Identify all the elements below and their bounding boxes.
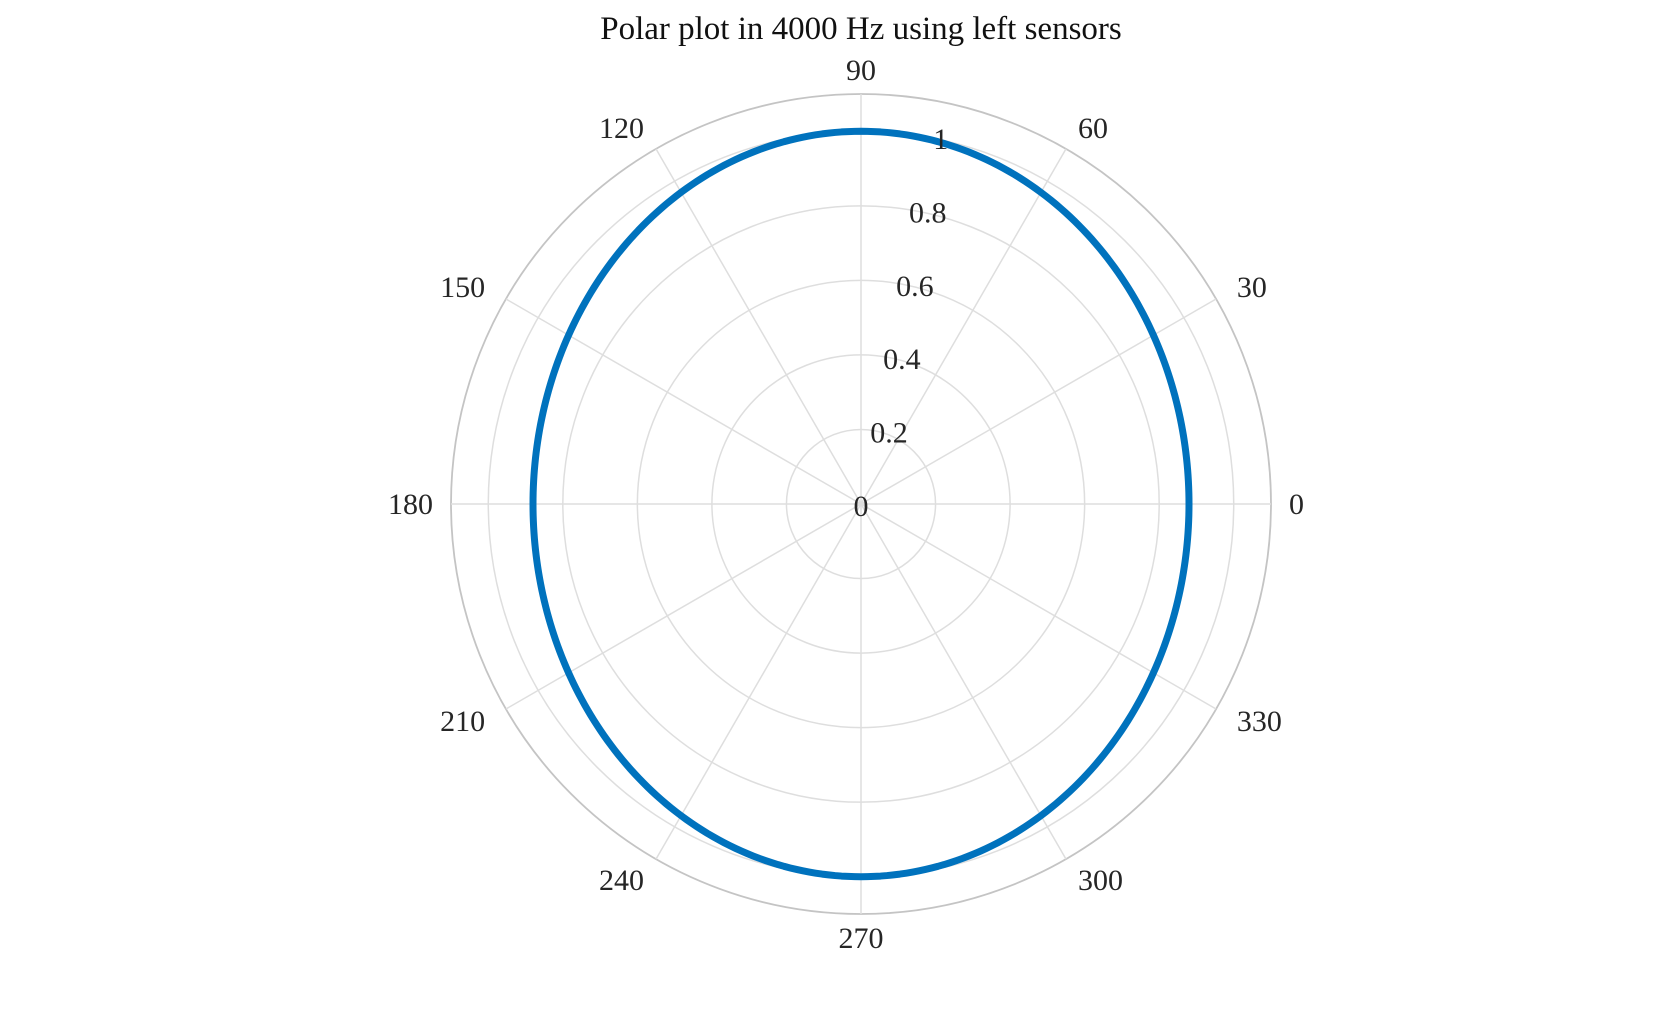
theta-tick-label: 0 (1289, 488, 1304, 521)
theta-tick-label: 60 (1078, 112, 1108, 145)
theta-grid-spoke (655, 503, 862, 860)
series-layer (529, 127, 1193, 881)
theta-grid-spoke (860, 298, 1217, 505)
theta-tick-label: 150 (440, 271, 485, 304)
theta-grid-spoke (860, 148, 1067, 505)
tick-labels: 0 30 60 90 120 150 180 210 240 270 300 330 0 0.2 0.4 0.… (388, 54, 1304, 955)
theta-tick-label: 120 (599, 112, 644, 145)
theta-tick-label: 240 (599, 864, 644, 897)
polar-grid (450, 93, 1272, 915)
r-tick-label: 0 (854, 490, 869, 523)
theta-grid-spoke (860, 503, 1067, 860)
theta-tick-label: 270 (839, 922, 884, 955)
theta-grid-spoke (505, 298, 862, 505)
r-tick-label: 0.6 (896, 270, 934, 303)
theta-tick-label: 30 (1237, 271, 1267, 304)
theta-tick-label: 300 (1078, 864, 1123, 897)
r-tick-label: 1 (933, 123, 948, 156)
theta-tick-label: 90 (846, 54, 876, 87)
r-tick-label: 0.2 (870, 417, 908, 450)
theta-tick-label: 180 (388, 488, 433, 521)
chart-title: Polar plot in 4000 Hz using left sensors (600, 11, 1122, 47)
theta-grid-spoke (860, 503, 1217, 710)
theta-tick-label: 210 (440, 705, 485, 738)
theta-grid-spoke (505, 503, 862, 710)
series-line-left-sensors (529, 127, 1193, 881)
r-tick-label: 0.8 (909, 196, 947, 229)
theta-tick-label: 330 (1237, 705, 1282, 738)
theta-grid-spoke (655, 148, 862, 505)
r-tick-label: 0.4 (883, 343, 921, 376)
